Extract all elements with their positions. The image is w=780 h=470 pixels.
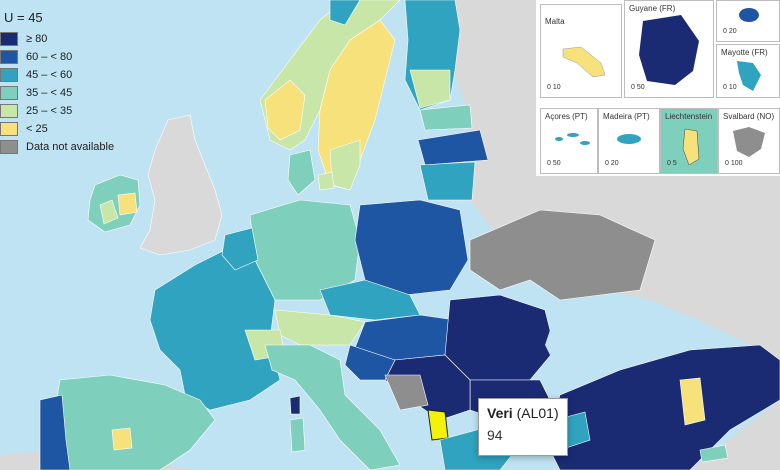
ireland-region-west[interactable] xyxy=(99,199,119,225)
tooltip-value: 94 xyxy=(487,427,503,443)
bosnia[interactable] xyxy=(384,374,429,411)
inset-scale: 0 10 xyxy=(547,84,561,91)
legend-label: 35 – < 45 xyxy=(26,87,73,99)
norway-region-south[interactable] xyxy=(264,79,306,141)
legend-item: Data not available xyxy=(0,139,140,155)
inset-label: Liechtenstein xyxy=(665,112,713,121)
legend-label: < 25 xyxy=(26,123,48,135)
legend-title: U = 45 xyxy=(4,10,43,25)
inset-scale: 0 50 xyxy=(547,160,561,167)
inset-scale: 0 20 xyxy=(723,28,737,35)
legend-swatch xyxy=(0,122,18,136)
legend-item: 60 – < 80 xyxy=(0,49,140,65)
reunion-shape xyxy=(739,8,759,22)
romania[interactable] xyxy=(444,294,556,381)
lithuania[interactable] xyxy=(419,161,476,201)
inset-scale: 0 10 xyxy=(723,84,737,91)
legend-item: 25 – < 35 xyxy=(0,103,140,119)
ireland[interactable] xyxy=(87,174,141,233)
poland[interactable] xyxy=(354,199,469,296)
ukraine xyxy=(469,209,656,301)
finland-region-south[interactable] xyxy=(409,69,451,109)
legend-label: Data not available xyxy=(26,141,115,153)
inset-label: Guyane (FR) xyxy=(629,4,676,13)
inset-label: Açores (PT) xyxy=(545,112,588,121)
legend-swatch xyxy=(0,104,18,118)
inset-liechtenstein[interactable]: Liechtenstein 0 5 xyxy=(660,108,718,174)
legend-swatch xyxy=(0,140,18,154)
inset-scale: 0 20 xyxy=(605,160,619,167)
germany[interactable] xyxy=(249,199,361,301)
ireland-region-north[interactable] xyxy=(117,192,138,216)
legend-label: 45 – < 60 xyxy=(26,69,73,81)
portugal[interactable] xyxy=(39,394,71,470)
legend-swatch xyxy=(0,32,18,46)
legend-label: 60 – < 80 xyxy=(26,51,73,63)
benelux[interactable] xyxy=(221,227,259,271)
spain-region-centre[interactable] xyxy=(111,427,133,451)
inset-label: Malta xyxy=(545,17,565,26)
inset-svalbard[interactable]: Svalbard (NO) 0 100 xyxy=(718,108,780,174)
cyprus[interactable] xyxy=(699,444,729,463)
inset-label: Svalbard (NO) xyxy=(723,112,775,121)
legend-item: ≥ 80 xyxy=(0,31,140,47)
inset-label: Madeira (PT) xyxy=(603,112,650,121)
legend-swatch xyxy=(0,86,18,100)
legend-label: ≥ 80 xyxy=(26,33,48,45)
legend-item: < 25 xyxy=(0,121,140,137)
italy[interactable] xyxy=(264,344,401,470)
legend-label: 25 – < 35 xyxy=(26,105,73,117)
inset-mayotte[interactable]: Mayotte (FR) 0 10 xyxy=(716,44,780,98)
guyane-shape xyxy=(639,15,699,85)
tooltip-region-code: (AL01) xyxy=(516,405,559,421)
madeira-shape xyxy=(617,134,641,144)
tooltip-region-name: Veri xyxy=(487,405,513,421)
great-britain xyxy=(139,114,223,256)
inset-reunion[interactable]: 0 20 xyxy=(716,0,780,42)
black-sea xyxy=(545,300,700,375)
svalbard-shape xyxy=(733,127,765,157)
denmark-islands[interactable] xyxy=(317,171,335,191)
legend-swatch xyxy=(0,50,18,64)
malta-shape xyxy=(562,46,606,78)
turkey[interactable] xyxy=(544,344,780,470)
acores-shape xyxy=(555,133,590,145)
sardinia[interactable] xyxy=(289,417,306,453)
inset-scale: 0 100 xyxy=(725,160,743,167)
norway-region-north[interactable] xyxy=(329,0,361,26)
liechtenstein-shape xyxy=(682,128,700,166)
turkey-region-east[interactable] xyxy=(679,377,706,426)
legend-item: 45 – < 60 xyxy=(0,67,140,83)
estonia[interactable] xyxy=(419,104,473,131)
inset-madeira[interactable]: Madeira (PT) 0 20 xyxy=(598,108,660,174)
inset-acores[interactable]: Açores (PT) 0 50 xyxy=(540,108,598,174)
region-tooltip: Veri (AL01) 94 xyxy=(478,398,568,456)
inset-label: Mayotte (FR) xyxy=(721,48,768,57)
inset-panel: Malta 0 10 Guyane (FR) 0 50 0 20 Mayotte… xyxy=(536,0,780,176)
croatia-slovenia[interactable] xyxy=(344,344,396,381)
inset-malta[interactable]: Malta 0 10 xyxy=(540,4,622,98)
corsica[interactable] xyxy=(289,395,301,415)
inset-scale: 0 50 xyxy=(631,84,645,91)
mayotte-shape xyxy=(737,61,761,91)
legend: U = 45 ≥ 80 60 – < 80 45 – < 60 35 – < 4… xyxy=(0,10,140,157)
denmark[interactable] xyxy=(287,149,316,196)
inset-guyane[interactable]: Guyane (FR) 0 50 xyxy=(624,0,714,98)
legend-item: 35 – < 45 xyxy=(0,85,140,101)
inset-scale: 0 5 xyxy=(667,160,677,167)
tooltip-region: Veri (AL01) xyxy=(487,405,559,421)
latvia[interactable] xyxy=(417,129,489,166)
albania-veri[interactable] xyxy=(427,409,449,441)
legend-swatch xyxy=(0,68,18,82)
